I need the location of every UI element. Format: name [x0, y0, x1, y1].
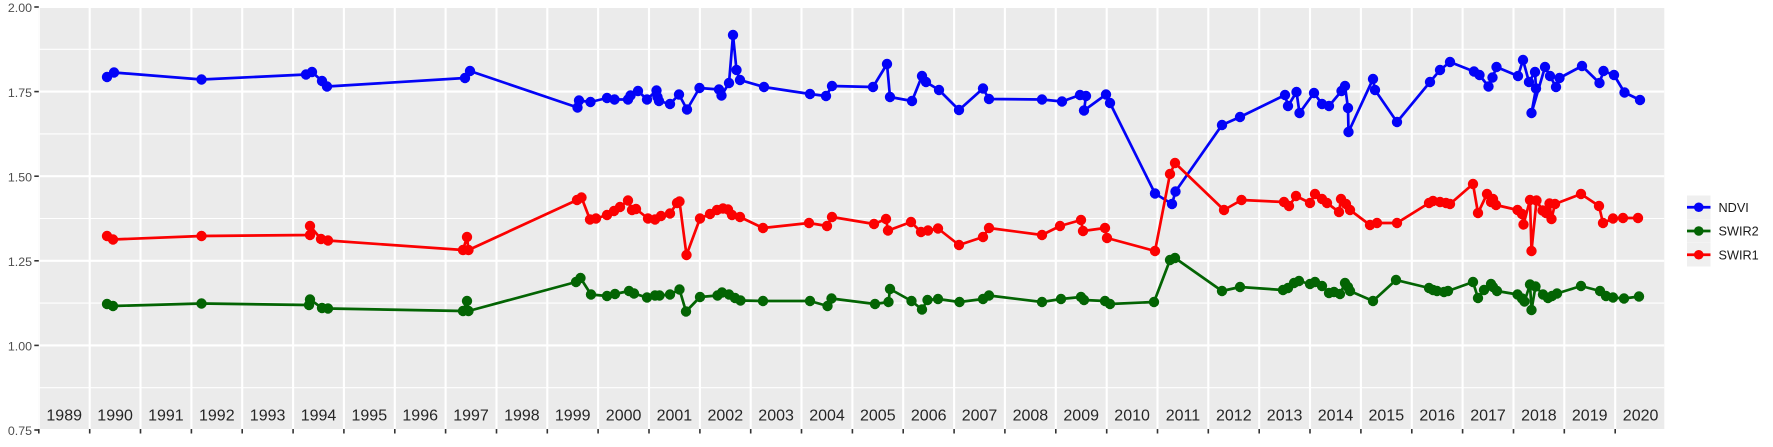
svg-text:NDVI: NDVI [1719, 201, 1749, 215]
svg-text:1.00: 1.00 [8, 340, 32, 354]
svg-text:2007: 2007 [962, 408, 998, 425]
svg-text:2012: 2012 [1216, 408, 1252, 425]
svg-text:2011: 2011 [1166, 408, 1201, 425]
svg-text:SWIR1: SWIR1 [1719, 248, 1759, 262]
svg-text:2009: 2009 [1063, 408, 1099, 425]
svg-text:2008: 2008 [1013, 408, 1049, 425]
svg-text:2001: 2001 [657, 408, 693, 425]
svg-text:2014: 2014 [1318, 408, 1354, 425]
svg-text:2.00: 2.00 [8, 1, 32, 15]
svg-text:2018: 2018 [1521, 408, 1557, 425]
svg-text:2017: 2017 [1470, 408, 1506, 425]
svg-text:2016: 2016 [1419, 408, 1455, 425]
svg-text:1998: 1998 [504, 408, 540, 425]
svg-text:1991: 1991 [148, 408, 184, 425]
svg-text:1996: 1996 [402, 408, 438, 425]
svg-text:2015: 2015 [1369, 408, 1405, 425]
svg-text:2013: 2013 [1267, 408, 1303, 425]
svg-text:1992: 1992 [199, 408, 235, 425]
svg-text:2019: 2019 [1572, 408, 1608, 425]
svg-text:1993: 1993 [250, 408, 286, 425]
svg-text:SWIR2: SWIR2 [1719, 225, 1759, 239]
svg-text:2003: 2003 [758, 408, 794, 425]
svg-text:2002: 2002 [708, 408, 744, 425]
svg-text:1995: 1995 [352, 408, 388, 425]
svg-text:0.75: 0.75 [8, 424, 32, 438]
svg-text:2005: 2005 [860, 408, 896, 425]
svg-text:1.75: 1.75 [8, 86, 32, 100]
svg-text:1994: 1994 [301, 408, 337, 425]
svg-text:2006: 2006 [911, 408, 947, 425]
svg-text:2004: 2004 [809, 408, 845, 425]
svg-text:2020: 2020 [1623, 408, 1659, 425]
svg-text:2000: 2000 [606, 408, 642, 425]
svg-text:1.50: 1.50 [8, 170, 32, 184]
svg-text:1990: 1990 [97, 408, 133, 425]
svg-text:1989: 1989 [46, 408, 82, 425]
svg-text:1999: 1999 [555, 408, 591, 425]
svg-text:1.25: 1.25 [8, 255, 32, 269]
svg-text:2010: 2010 [1114, 408, 1150, 425]
svg-text:1997: 1997 [453, 408, 489, 425]
